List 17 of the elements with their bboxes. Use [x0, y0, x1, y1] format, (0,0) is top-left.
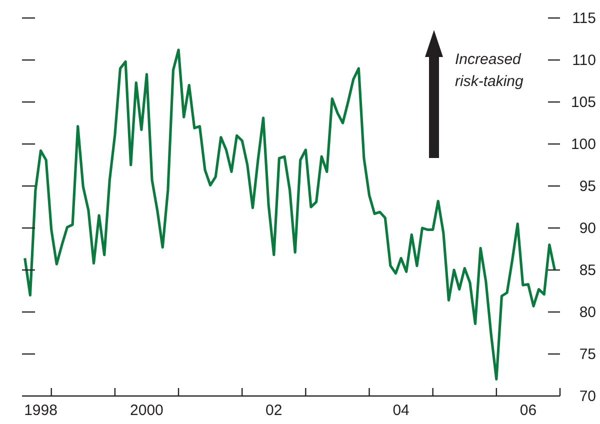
annotation: Increased risk-taking: [455, 51, 524, 90]
x-tick-label: 04: [392, 402, 410, 419]
line-series: [24, 48, 556, 380]
x-tick-label: 02: [266, 402, 282, 419]
x-tick-label: 06: [520, 402, 537, 419]
y-tick-label: 80: [579, 304, 596, 321]
y-tick-label: 115: [572, 10, 596, 27]
y-tick-label: 70: [579, 388, 596, 405]
x-tick-label: 2000: [130, 402, 164, 419]
y-tick-label: 75: [579, 346, 596, 363]
x-tick-label: 1998: [24, 402, 58, 419]
y-tick-label: 100: [570, 136, 596, 153]
y-tick-label: 110: [572, 52, 596, 69]
y-tick-label: 90: [579, 220, 596, 237]
y-tick-label: 85: [579, 262, 596, 279]
y-tick-label: 95: [579, 178, 596, 195]
y-tick-label: 105: [570, 94, 596, 111]
